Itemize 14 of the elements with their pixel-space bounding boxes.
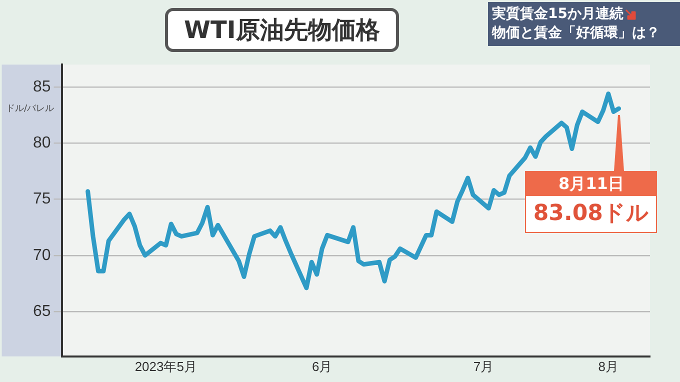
x-tick-label: 8月 bbox=[598, 358, 618, 374]
x-tick-label: 6月 bbox=[312, 358, 332, 374]
y-tick-label: 85 bbox=[33, 78, 51, 96]
x-tick-label: 2023年5月 bbox=[134, 358, 197, 374]
y-tick-label: 80 bbox=[33, 134, 51, 152]
y-tick-label: 65 bbox=[33, 302, 51, 320]
text: 実質賃金15か月連続 bbox=[492, 6, 624, 22]
annotation: 8月11日 83.08ドル bbox=[526, 172, 656, 232]
y-tick-label: 70 bbox=[33, 246, 51, 264]
text: 物価と賃金「好循環」は？ bbox=[492, 24, 661, 43]
x-tick-label: 7月 bbox=[473, 358, 494, 374]
y-axis-title: ドル/バレル bbox=[6, 103, 54, 115]
chart-title: WTI原油先物価格 bbox=[165, 8, 399, 52]
y-tick-label: 75 bbox=[33, 190, 51, 208]
